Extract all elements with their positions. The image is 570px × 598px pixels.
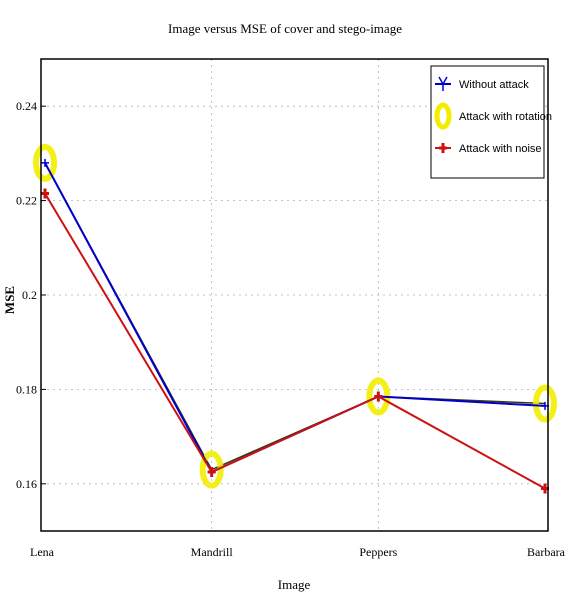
y-tick-label: 0.22 bbox=[16, 194, 37, 208]
point-rotation bbox=[199, 450, 224, 489]
point-without-attack bbox=[41, 158, 49, 167]
legend-item: Attack with rotation bbox=[434, 102, 552, 130]
y-tick-label: 0.24 bbox=[16, 99, 37, 113]
y-tick-label: 0.16 bbox=[16, 477, 37, 491]
y-axis-label: MSE bbox=[2, 286, 17, 314]
y-tick-label: 0.18 bbox=[16, 382, 37, 396]
legend-item: Attack with noise bbox=[435, 143, 542, 155]
point-noise bbox=[207, 467, 216, 477]
legend-label: Without attack bbox=[459, 79, 529, 91]
point-rotation bbox=[533, 384, 557, 423]
tick-labels: 0.16 0.18 0.2 0.22 0.24 Lena Mandrill Peppers Ba… bbox=[16, 99, 566, 559]
legend-marker-rotation bbox=[434, 102, 452, 130]
x-tick-label: Barbara bbox=[527, 545, 566, 559]
chart-title: Image versus MSE of cover and stego-imag… bbox=[168, 21, 402, 36]
x-tick-label: Lena bbox=[30, 545, 55, 559]
series-line-circle bbox=[44, 162, 546, 471]
series-line-plus bbox=[44, 193, 546, 490]
legend-label: Attack with noise bbox=[459, 143, 542, 155]
legend-item: Without attack bbox=[435, 76, 529, 91]
legend: Without attack Attack with rotation Attack… bbox=[430, 65, 552, 179]
point-noise bbox=[41, 188, 49, 199]
point-rotation bbox=[33, 143, 57, 182]
x-axis-label: Image bbox=[278, 577, 311, 592]
legend-marker-noise bbox=[439, 143, 447, 153]
legend-label: Attack with rotation bbox=[459, 111, 552, 123]
x-tick-label: Peppers bbox=[359, 545, 397, 559]
legend-marker-without-attack bbox=[438, 76, 448, 91]
x-tick-label: Mandrill bbox=[191, 545, 234, 559]
y-tick-label: 0.2 bbox=[22, 288, 37, 302]
grid bbox=[41, 59, 548, 531]
point-noise bbox=[374, 391, 383, 402]
series-layer bbox=[33, 143, 557, 494]
